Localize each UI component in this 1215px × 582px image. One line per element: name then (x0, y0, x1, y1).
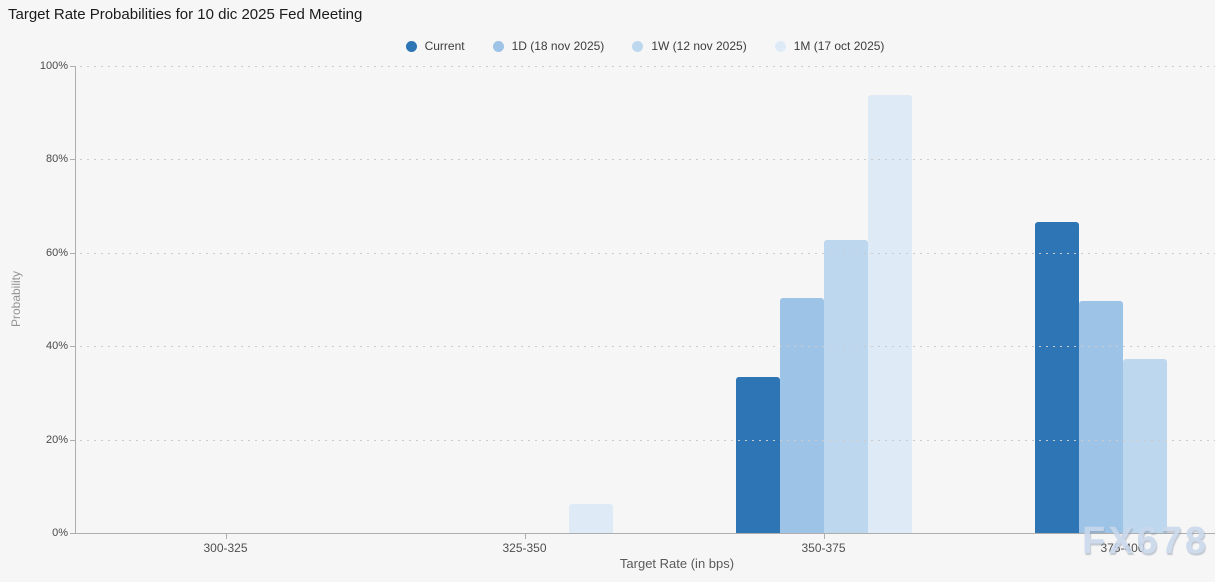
x-tick-mark (823, 534, 825, 539)
y-tick-label: 100% (39, 60, 68, 72)
bars-container (375, 503, 674, 533)
legend-label: Current (424, 39, 465, 53)
x-tick-label: 375-400 (1100, 541, 1145, 555)
y-axis: 0% 20% 40% 60% 80% 100% (0, 60, 68, 539)
gridline (80, 66, 1215, 67)
chart-title: Target Rate Probabilities for 10 dic 202… (8, 6, 363, 23)
gridline (80, 252, 1215, 254)
bar-current-350-375[interactable] (735, 376, 780, 533)
x-tick-label: 300-325 (203, 541, 248, 555)
bars-container (674, 95, 973, 533)
gridline (80, 439, 1215, 441)
x-tick-label: 325-350 (502, 541, 547, 555)
category-group-375-400: 375-400 (973, 66, 1215, 555)
bar-1m-17-oct-2025-325-350[interactable] (568, 503, 613, 533)
category-group-300-325: 300-325 (76, 66, 375, 555)
gridline (80, 346, 1215, 348)
y-tick-mark (70, 66, 75, 67)
legend-dot-icon (405, 40, 417, 52)
x-tick-label: 350-375 (801, 541, 846, 555)
y-tick-mark (70, 439, 75, 441)
legend-label: 1M (17 oct 2025) (793, 39, 885, 53)
category-group-325-350: 325-350 (375, 66, 674, 555)
y-tick-mark (70, 533, 75, 534)
y-tick-mark (70, 346, 75, 348)
y-tick-mark (70, 252, 75, 254)
x-axis-title: Target Rate (in bps) (619, 556, 735, 571)
bars-container (973, 222, 1215, 533)
legend-label: 1D (18 nov 2025) (511, 39, 605, 53)
legend-item-current[interactable]: Current (405, 39, 465, 53)
y-tick-label: 60% (45, 246, 68, 259)
legend-label: 1W (12 nov 2025) (651, 39, 747, 53)
x-tick-mark (1122, 534, 1124, 539)
legend-dot-icon (632, 40, 644, 52)
y-tick-mark (70, 159, 75, 161)
chart-legend: Current 1D (18 nov 2025) 1W (12 nov 2025) 1… (75, 36, 1215, 56)
legend-dot-icon (492, 40, 504, 52)
y-tick-label: 0% (52, 527, 68, 539)
bar-1d-18-nov-2025-350-375[interactable] (779, 298, 824, 533)
bar-groups: 300-325 325-350 350-375 375-400 (76, 66, 1215, 555)
gridline (80, 159, 1215, 161)
bar-1m-17-oct-2025-350-375[interactable] (867, 95, 912, 533)
y-tick-label: 20% (45, 433, 68, 446)
bar-1w-12-nov-2025-375-400[interactable] (1122, 358, 1167, 533)
x-tick-mark (524, 534, 526, 539)
plot-area: 300-325 325-350 350-375 375-400 (70, 66, 1215, 555)
y-tick-label: 40% (45, 340, 68, 353)
bar-1w-12-nov-2025-350-375[interactable] (823, 240, 868, 533)
y-tick-label: 80% (45, 153, 68, 166)
bar-current-375-400[interactable] (1034, 222, 1079, 533)
legend-item-1m-17-oct-2025[interactable]: 1M (17 oct 2025) (774, 39, 885, 53)
bar-1d-18-nov-2025-375-400[interactable] (1078, 300, 1123, 533)
category-group-350-375: 350-375 (674, 66, 973, 555)
x-tick-mark (225, 534, 227, 539)
legend-item-1w-12-nov-2025[interactable]: 1W (12 nov 2025) (632, 39, 747, 53)
legend-dot-icon (774, 40, 786, 52)
fx678-watermark: FX678 (1082, 520, 1209, 562)
legend-item-1d-18-nov-2025[interactable]: 1D (18 nov 2025) (492, 39, 605, 53)
